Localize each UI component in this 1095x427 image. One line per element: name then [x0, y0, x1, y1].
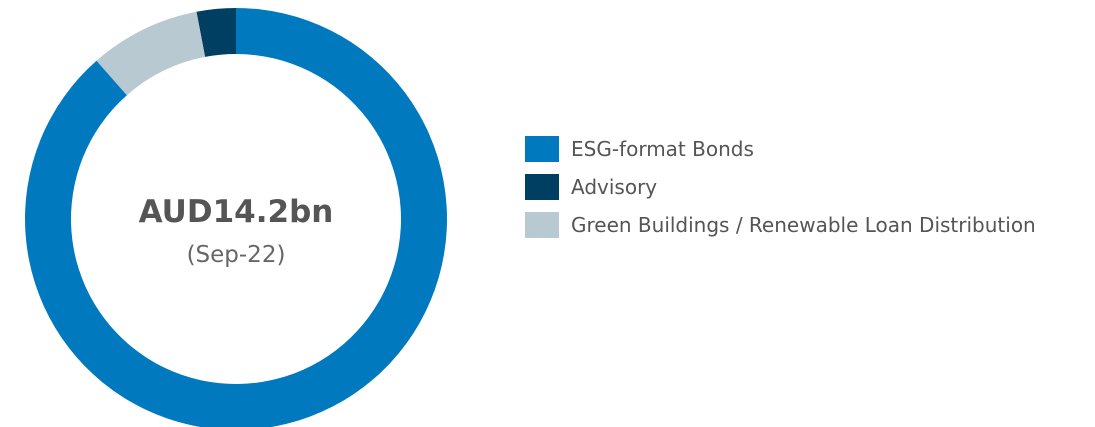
center-date-label: (Sep-22) — [187, 242, 286, 268]
legend-swatch-advisory — [525, 174, 559, 200]
slice-green-buildings — [96, 11, 206, 96]
legend-label-green-buildings: Green Buildings / Renewable Loan Distrib… — [571, 213, 1036, 237]
donut-slices — [25, 8, 447, 427]
legend: ESG-format Bonds Advisory Green Building… — [525, 130, 1036, 244]
legend-item-advisory: Advisory — [525, 168, 1036, 206]
legend-item-esg-bonds: ESG-format Bonds — [525, 130, 1036, 168]
legend-swatch-esg-bonds — [525, 136, 559, 162]
legend-label-esg-bonds: ESG-format Bonds — [571, 137, 754, 161]
slice-advisory — [196, 8, 236, 57]
legend-item-green-buildings: Green Buildings / Renewable Loan Distrib… — [525, 206, 1036, 244]
legend-swatch-green-buildings — [525, 212, 559, 238]
center-total-label: AUD14.2bn — [139, 194, 334, 230]
donut-chart: AUD14.2bn (Sep-22) — [25, 8, 447, 427]
legend-label-advisory: Advisory — [571, 175, 658, 199]
